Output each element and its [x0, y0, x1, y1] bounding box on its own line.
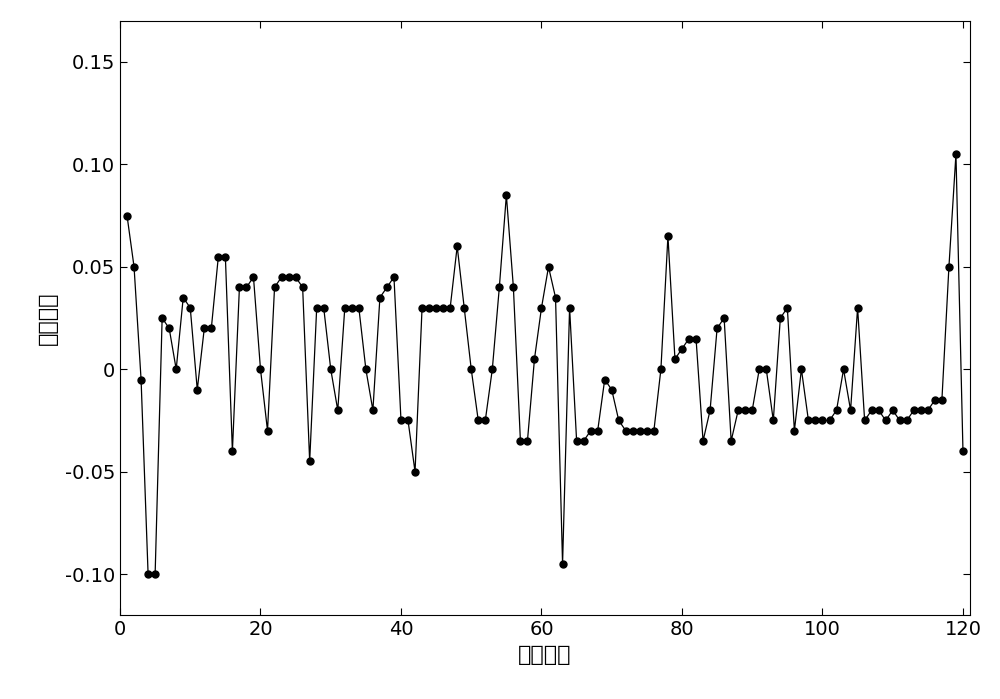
Y-axis label: 训练误差: 训练误差	[38, 291, 58, 345]
X-axis label: 训练样本: 训练样本	[518, 644, 572, 665]
